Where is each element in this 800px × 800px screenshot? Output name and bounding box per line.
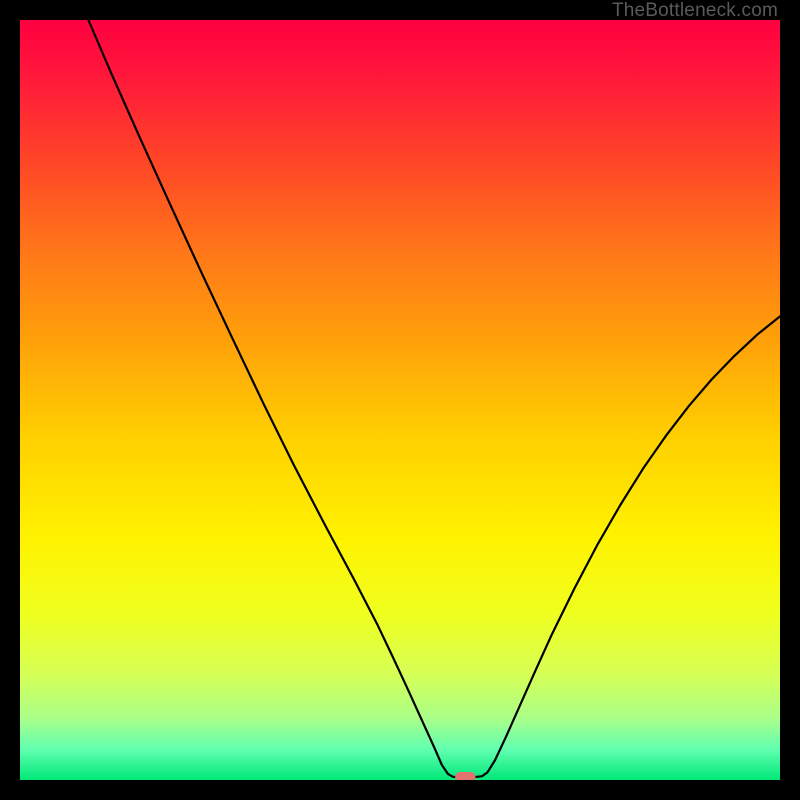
plot-area (20, 20, 780, 780)
plot-svg (20, 20, 780, 780)
gradient-background (20, 20, 780, 780)
chart-frame: TheBottleneck.com (0, 0, 800, 800)
watermark-text: TheBottleneck.com (612, 0, 778, 22)
optimum-marker (455, 772, 476, 780)
